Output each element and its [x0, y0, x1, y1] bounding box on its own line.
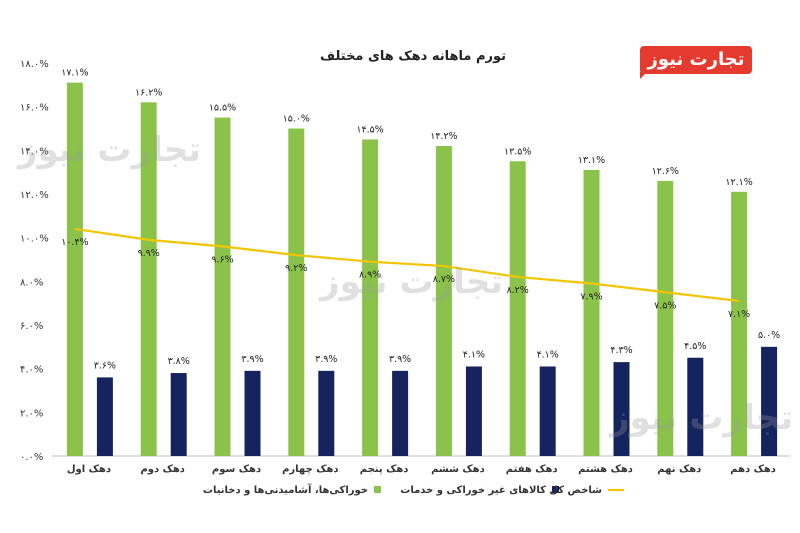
bar-food — [362, 139, 379, 456]
chart-title: تورم ماهانه دهک های مختلف — [320, 49, 506, 64]
y-tick-label: ۶.۰% — [20, 321, 43, 332]
data-label-nonfood: ۳.۶% — [94, 360, 116, 371]
y-tick-label: ۲.۰% — [20, 408, 43, 419]
bar-nonfood — [687, 357, 704, 456]
y-tick-label: ۸.۰% — [20, 277, 43, 288]
bar-nonfood — [96, 377, 113, 456]
bar-nonfood — [613, 362, 630, 456]
y-tick-label: ۰.۰% — [20, 452, 43, 463]
bar-food — [435, 145, 452, 456]
bar-food — [509, 161, 526, 456]
bar-nonfood — [465, 366, 482, 456]
data-label-food: ۱۵.۰% — [283, 114, 310, 125]
x-tick-label: دهک سوم — [212, 464, 261, 475]
data-label-nonfood: ۴.۵% — [684, 341, 706, 352]
data-label-total: ۸.۹% — [359, 270, 381, 281]
data-label-nonfood: ۴.۱% — [537, 349, 559, 360]
x-tick-label: دهک دهم — [730, 464, 776, 475]
brand-logo-tail — [640, 72, 647, 79]
bar-nonfood — [539, 366, 556, 456]
data-label-nonfood: ۳.۹% — [315, 354, 337, 365]
data-label-food: ۱۶.۲% — [135, 87, 162, 98]
y-tick-label: ۱۰.۰% — [20, 234, 49, 245]
x-tick-label: دهک چهارم — [282, 464, 338, 475]
data-label-nonfood: ۳.۹% — [241, 354, 263, 365]
bar-food — [583, 169, 600, 456]
x-tick-label: دهک پنجم — [360, 464, 409, 475]
data-label-nonfood: ۴.۳% — [610, 345, 632, 356]
data-label-total: ۸.۷% — [433, 274, 455, 285]
data-label-nonfood: ۳.۹% — [389, 354, 411, 365]
data-label-nonfood: ۳.۸% — [168, 356, 190, 367]
y-tick-label: ۱۶.۰% — [20, 103, 49, 114]
line-total — [74, 227, 740, 303]
bar-nonfood — [318, 370, 335, 456]
watermark-logo: تجارت نیوز — [610, 398, 794, 438]
data-label-total: ۷.۵% — [654, 300, 676, 311]
watermark-logo: تجارت نیوز — [320, 262, 504, 302]
legend-label: کالاهای غیر خوراکی و خدمات — [400, 485, 546, 496]
legend-swatch — [374, 486, 381, 493]
data-label-nonfood: ۵.۰% — [758, 330, 780, 341]
data-label-total: ۹.۲% — [285, 263, 307, 274]
bar-nonfood — [761, 346, 778, 456]
x-tick-label: دهک دوم — [140, 464, 184, 475]
y-tick-label: ۱۴.۰% — [20, 146, 49, 157]
x-tick-label: دهک نهم — [657, 464, 701, 475]
x-tick-label: دهک هشتم — [578, 464, 633, 475]
data-label-total: ۹.۹% — [138, 248, 160, 259]
data-label-food: ۱۷.۱% — [61, 68, 88, 79]
bar-food — [214, 117, 231, 456]
data-label-food: ۱۴.۵% — [356, 124, 383, 135]
legend-swatch — [552, 486, 559, 493]
data-label-total: ۹.۶% — [211, 254, 233, 265]
data-label-total: ۷.۱% — [728, 309, 750, 320]
bar-food — [66, 82, 83, 457]
data-label-total: ۱۰.۴% — [61, 237, 88, 248]
x-tick-label: دهک ششم — [431, 464, 485, 475]
bar-nonfood — [244, 370, 261, 456]
bar-food — [288, 128, 305, 456]
data-label-food: ۱۲.۱% — [725, 177, 752, 188]
legend-label: شاخص کل — [549, 485, 602, 496]
brand-logo: تجارت نیوز — [640, 46, 752, 74]
bar-food — [140, 102, 157, 457]
data-label-nonfood: ۴.۱% — [463, 349, 485, 360]
x-tick-label: دهک اول — [67, 464, 111, 475]
bar-food — [731, 191, 748, 457]
x-tick-label: دهک هفتم — [506, 464, 558, 475]
data-label-total: ۸.۲% — [507, 285, 529, 296]
bar-food — [657, 180, 674, 456]
watermark-logo: تجارت نیوز — [18, 130, 202, 170]
y-tick-label: ۱۲.۰% — [20, 190, 49, 201]
data-label-food: ۱۳.۱% — [578, 155, 605, 166]
data-label-total: ۷.۹% — [580, 292, 602, 303]
data-label-food: ۱۵.۵% — [209, 103, 236, 114]
data-label-food: ۱۳.۵% — [504, 146, 531, 157]
bar-nonfood — [392, 370, 409, 456]
legend-label: خوراکی‌ها، آشامیدنی‌ها و دخانیات — [203, 483, 368, 496]
y-tick-label: ۴.۰% — [20, 365, 43, 376]
data-label-food: ۱۲.۶% — [652, 166, 679, 177]
data-label-food: ۱۴.۲% — [430, 131, 457, 142]
bar-nonfood — [170, 373, 187, 456]
y-tick-label: ۱۸.۰% — [20, 59, 49, 70]
